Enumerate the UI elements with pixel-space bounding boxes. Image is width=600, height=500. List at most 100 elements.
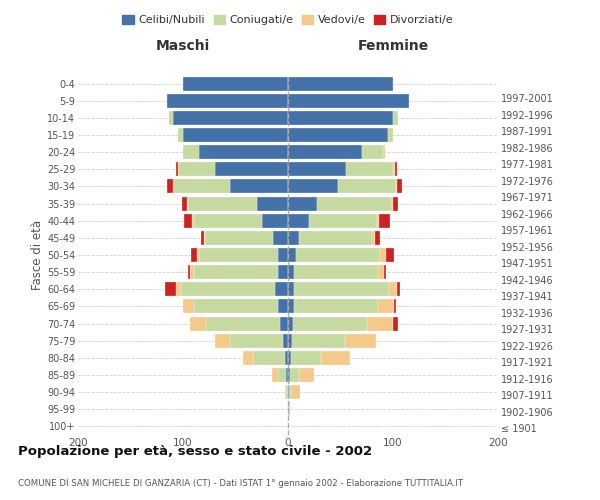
- Bar: [183, 145, 199, 159]
- Bar: [288, 282, 295, 296]
- Bar: [277, 300, 288, 314]
- Bar: [288, 231, 299, 245]
- Bar: [393, 111, 398, 125]
- Bar: [393, 162, 395, 176]
- Bar: [193, 265, 277, 279]
- Bar: [204, 231, 205, 245]
- Bar: [309, 214, 377, 228]
- Bar: [288, 265, 295, 279]
- Bar: [257, 196, 288, 210]
- Bar: [184, 214, 193, 228]
- Bar: [288, 145, 361, 159]
- Bar: [393, 196, 398, 210]
- Bar: [176, 162, 178, 176]
- Bar: [285, 385, 286, 399]
- Bar: [288, 76, 393, 90]
- Bar: [169, 111, 173, 125]
- Bar: [178, 162, 215, 176]
- Bar: [206, 316, 280, 330]
- Bar: [388, 128, 393, 142]
- Bar: [253, 351, 285, 365]
- Bar: [201, 231, 204, 245]
- Bar: [277, 368, 286, 382]
- Bar: [396, 180, 397, 194]
- Bar: [187, 196, 188, 210]
- Bar: [274, 231, 288, 245]
- Bar: [291, 351, 320, 365]
- Bar: [197, 248, 199, 262]
- Bar: [346, 162, 393, 176]
- Bar: [288, 334, 292, 347]
- Bar: [262, 214, 288, 228]
- Bar: [183, 128, 288, 142]
- Bar: [375, 231, 380, 245]
- Bar: [288, 385, 289, 399]
- Bar: [345, 334, 376, 347]
- Bar: [288, 316, 293, 330]
- Bar: [288, 180, 338, 194]
- Bar: [290, 368, 299, 382]
- Bar: [275, 282, 288, 296]
- Bar: [190, 316, 206, 330]
- Text: Popolazione per età, sesso e stato civile - 2002: Popolazione per età, sesso e stato civil…: [18, 444, 372, 458]
- Bar: [383, 265, 386, 279]
- Bar: [288, 351, 291, 365]
- Text: Maschi: Maschi: [156, 38, 210, 52]
- Bar: [199, 248, 277, 262]
- Bar: [361, 145, 383, 159]
- Bar: [173, 111, 288, 125]
- Bar: [277, 265, 288, 279]
- Bar: [379, 265, 383, 279]
- Bar: [295, 282, 389, 296]
- Bar: [277, 248, 288, 262]
- Bar: [182, 196, 187, 210]
- Bar: [380, 248, 386, 262]
- Bar: [280, 316, 288, 330]
- Bar: [215, 162, 288, 176]
- Bar: [286, 385, 288, 399]
- Bar: [188, 265, 190, 279]
- Bar: [289, 385, 291, 399]
- Bar: [299, 368, 314, 382]
- Bar: [285, 351, 288, 365]
- Bar: [386, 248, 394, 262]
- Bar: [383, 145, 385, 159]
- Text: COMUNE DI SAN MICHELE DI GANZARIA (CT) - Dati ISTAT 1° gennaio 2002 - Elaborazio: COMUNE DI SAN MICHELE DI GANZARIA (CT) -…: [18, 478, 463, 488]
- Bar: [167, 94, 288, 108]
- Bar: [397, 282, 400, 296]
- Bar: [288, 162, 346, 176]
- Bar: [191, 248, 197, 262]
- Bar: [389, 282, 397, 296]
- Bar: [178, 128, 183, 142]
- Bar: [181, 282, 275, 296]
- Bar: [173, 180, 230, 194]
- Bar: [291, 385, 299, 399]
- Bar: [320, 351, 350, 365]
- Bar: [286, 368, 288, 382]
- Bar: [288, 94, 409, 108]
- Bar: [292, 334, 344, 347]
- Bar: [377, 214, 379, 228]
- Bar: [391, 196, 393, 210]
- Bar: [190, 265, 193, 279]
- Bar: [288, 300, 295, 314]
- Bar: [193, 214, 262, 228]
- Bar: [393, 316, 398, 330]
- Bar: [288, 402, 290, 416]
- Bar: [188, 196, 257, 210]
- Bar: [293, 316, 367, 330]
- Bar: [288, 111, 393, 125]
- Text: Femmine: Femmine: [358, 38, 428, 52]
- Bar: [193, 300, 277, 314]
- Bar: [176, 282, 181, 296]
- Bar: [397, 180, 403, 194]
- Bar: [317, 196, 391, 210]
- Bar: [215, 334, 230, 347]
- Bar: [296, 248, 380, 262]
- Bar: [283, 334, 288, 347]
- Bar: [205, 231, 274, 245]
- Bar: [338, 180, 396, 194]
- Bar: [288, 368, 290, 382]
- Bar: [243, 351, 253, 365]
- Bar: [395, 162, 397, 176]
